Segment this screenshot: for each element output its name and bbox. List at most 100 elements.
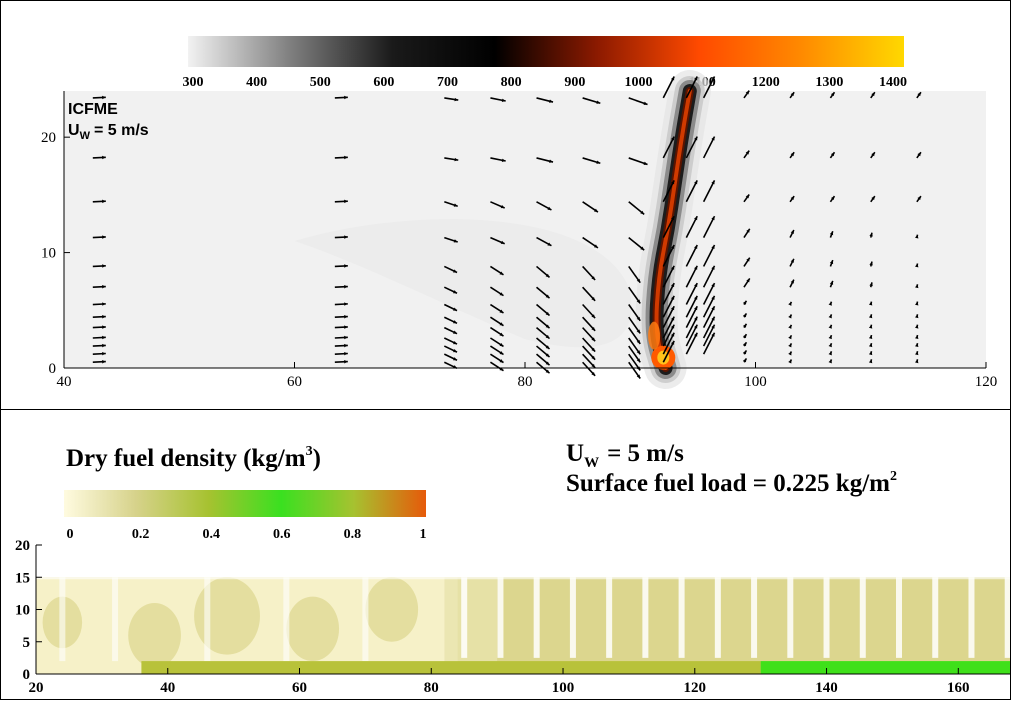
velocity-vector-head — [788, 351, 792, 356]
velocity-vector-head — [102, 199, 106, 204]
velocity-vector — [685, 265, 698, 288]
velocity-vector-head — [671, 76, 675, 81]
velocity-vector-head — [344, 285, 348, 289]
fuel-patch — [365, 577, 419, 642]
velocity-vector-head — [500, 240, 505, 244]
tree-gap-burned — [362, 577, 369, 662]
temperature-colorbar-tick-600: 600 — [373, 75, 394, 90]
velocity-vector — [685, 215, 698, 238]
velocity-vector-head — [453, 203, 458, 207]
velocity-vector — [662, 305, 675, 328]
velocity-vector — [702, 295, 716, 318]
velocity-vector-head — [499, 359, 504, 363]
velocity-vector-head — [344, 95, 348, 100]
velocity-vector — [702, 136, 716, 159]
velocity-vector-head — [711, 306, 715, 311]
fuel-patch — [128, 603, 181, 668]
velocity-vector — [702, 265, 716, 288]
velocity-vector-head — [915, 314, 919, 319]
velocity-vector-head — [743, 350, 747, 355]
fuel-colorbar-tick-0.6: 0.6 — [273, 527, 291, 542]
velocity-vector-head — [790, 258, 794, 263]
velocity-vector-head — [643, 161, 648, 165]
temperature-colorbar-tick-300: 300 — [183, 75, 204, 90]
tree-gap-burned — [112, 577, 119, 662]
velocity-vector-head — [694, 136, 698, 141]
velocity-vector-head — [711, 136, 715, 141]
velocity-vector-head — [636, 374, 641, 379]
velocity-vector-head — [711, 283, 715, 288]
velocity-vector-head — [868, 301, 873, 306]
velocity-vector — [685, 76, 698, 99]
velocity-vector-head — [545, 345, 550, 349]
velocity-vector-head — [915, 301, 919, 306]
velocity-vector-head — [545, 311, 550, 316]
fuel-density-field — [36, 571, 1011, 674]
temperature-colorbar-tick-1000: 1000 — [624, 75, 652, 90]
velocity-vector-head — [591, 314, 596, 319]
fuel-colorbar-tick-0.2: 0.2 — [132, 527, 150, 542]
velocity-vector-head — [671, 324, 675, 329]
temperature-colorbar-tick-700: 700 — [437, 75, 458, 90]
velocity-vector-head — [830, 92, 835, 97]
velocity-vector-head — [499, 332, 504, 337]
velocity-vector-head — [868, 335, 873, 340]
velocity-vector-head — [915, 263, 919, 268]
velocity-vector-head — [745, 150, 750, 155]
fuel-patch — [286, 596, 340, 662]
temperature-x-tick-100: 100 — [744, 374, 767, 390]
velocity-vector-head — [547, 206, 552, 210]
velocity-vector — [662, 282, 675, 305]
velocity-vector-head — [640, 246, 645, 251]
velocity-vector-head — [917, 92, 921, 97]
velocity-vector-head — [591, 296, 596, 301]
velocity-vector-head — [102, 335, 106, 340]
velocity-vector-head — [500, 204, 505, 209]
velocity-vector — [685, 305, 698, 328]
tree-gap — [678, 577, 685, 658]
velocity-vector-head — [694, 76, 698, 81]
velocity-vector-head — [671, 283, 675, 288]
velocity-vector-head — [593, 208, 598, 213]
velocity-vector-head — [643, 101, 648, 105]
velocity-vector — [685, 295, 698, 318]
velocity-vector-head — [453, 340, 458, 345]
temperature-x-tick-120: 120 — [975, 374, 998, 390]
velocity-vector-head — [915, 343, 919, 348]
temperature-colorbar-tick-400: 400 — [246, 75, 267, 90]
velocity-vector-head — [499, 351, 504, 355]
velocity-vector-head — [694, 295, 698, 300]
velocity-vector-head — [545, 353, 550, 358]
velocity-vector-head — [868, 343, 873, 348]
velocity-vector-head — [499, 292, 504, 296]
velocity-vector — [685, 316, 698, 339]
velocity-vector-head — [788, 324, 792, 329]
velocity-vector-head — [545, 294, 550, 299]
fuel-title-superscript: 3 — [306, 444, 313, 459]
velocity-vector — [702, 282, 716, 305]
velocity-vector-head — [499, 309, 504, 313]
tree-gap — [787, 577, 794, 658]
velocity-vector-head — [743, 313, 747, 318]
velocity-vector-head — [545, 361, 550, 366]
wind-value-bottom: = 5 m/s — [607, 440, 684, 467]
velocity-vector-head — [829, 280, 834, 285]
velocity-vector-head — [591, 276, 596, 281]
velocity-vector-head — [596, 160, 601, 164]
velocity-vector-head — [671, 340, 675, 345]
velocity-vector-head — [102, 235, 106, 239]
surface-fuel-load-superscript: 2 — [890, 469, 897, 484]
velocity-vector — [662, 340, 675, 363]
velocity-vector — [702, 316, 716, 339]
velocity-vector-head — [915, 324, 919, 329]
fuel-x-tick-100: 100 — [552, 680, 575, 696]
flame-base-tongue — [648, 321, 661, 350]
wind-symbol-top: U — [68, 122, 80, 139]
velocity-vector-head — [711, 245, 715, 250]
velocity-vector-head — [549, 159, 554, 163]
tree-gap — [714, 577, 721, 658]
velocity-vector-head — [545, 369, 550, 374]
velocity-vector-head — [453, 307, 458, 311]
velocity-vector — [662, 136, 675, 159]
